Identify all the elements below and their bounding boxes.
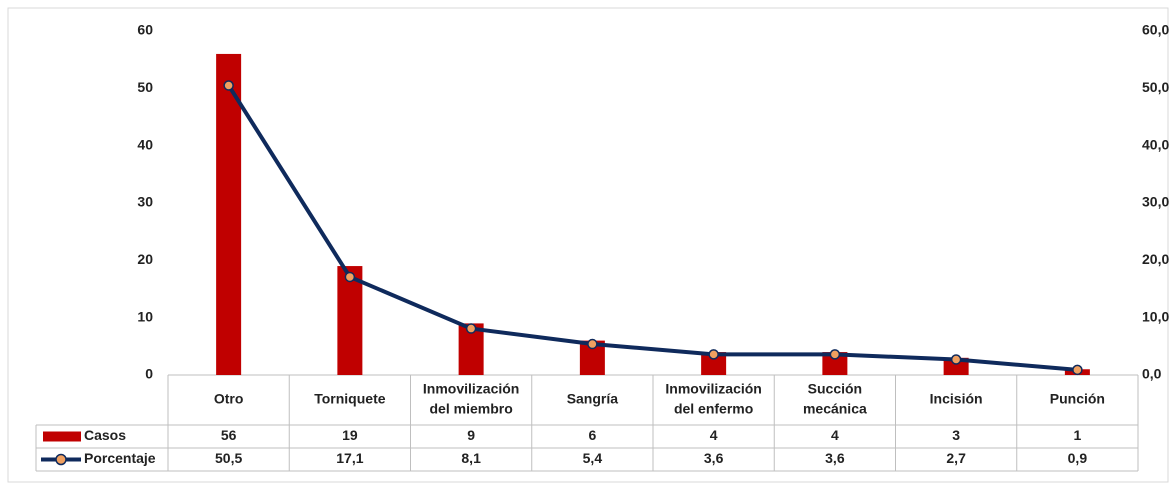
category-label: del miembro [430, 401, 513, 417]
table-cell-casos: 4 [831, 427, 839, 443]
y-tick-label: 30 [137, 194, 153, 210]
table-cell-porcentaje: 0,9 [1068, 450, 1088, 466]
legend-label-casos: Casos [84, 427, 126, 443]
y-axis-left: 0 10 20 30 40 50 60 [137, 22, 153, 382]
category-label: Torniquete [314, 391, 386, 407]
y-tick-label: 0 [145, 366, 153, 382]
point-porcentaje [950, 354, 962, 365]
data-table: Otro Torniquete Inmovilización del miembro S… [35, 374, 1139, 472]
point-porcentaje [344, 271, 356, 283]
legend-swatch-casos [43, 431, 81, 442]
y2-tick-label: 0,0 [1142, 366, 1162, 382]
category-label: Sangría [567, 391, 619, 407]
category-label: mecánica [803, 401, 867, 417]
bar-casos [943, 357, 969, 375]
table-cell-porcentaje: 2,7 [946, 450, 966, 466]
y2-tick-label: 60,0 [1142, 22, 1169, 38]
legend-marker-porcentaje [55, 453, 67, 466]
table-cell-casos: 56 [221, 427, 237, 443]
table-cell-porcentaje: 5,4 [583, 450, 603, 466]
table-cell-porcentaje: 3,6 [825, 450, 845, 466]
y-tick-label: 10 [137, 308, 153, 324]
y-tick-label: 40 [137, 136, 153, 152]
y-tick-label: 20 [137, 251, 153, 267]
category-label: Inmovilización [423, 381, 519, 397]
bar-casos [337, 266, 363, 375]
y-tick-label: 60 [137, 22, 153, 38]
table-cell-casos: 1 [1073, 427, 1081, 443]
point-porcentaje [708, 349, 719, 360]
bar-casos [216, 53, 242, 375]
point-porcentaje [1072, 364, 1083, 376]
y2-tick-label: 20,0 [1142, 251, 1169, 267]
y2-tick-label: 50,0 [1142, 79, 1169, 95]
category-label: Succión [808, 381, 862, 397]
bar-casos [701, 352, 727, 375]
category-label: del enfermo [674, 401, 753, 417]
table-cell-porcentaje: 8,1 [461, 450, 481, 466]
point-porcentaje [465, 323, 477, 334]
point-porcentaje [829, 349, 841, 360]
y2-tick-label: 30,0 [1142, 194, 1169, 210]
category-label: Otro [214, 391, 244, 407]
table-cell-casos: 4 [710, 427, 718, 443]
legend-label-porcentaje: Porcentaje [84, 450, 156, 466]
table-cell-porcentaje: 17,1 [336, 450, 363, 466]
category-label: Inmovilización [665, 381, 761, 397]
y-axis-right: 0,0 10,0 20,0 30,0 40,0 50,0 60,0 [1142, 22, 1169, 382]
bar-casos [822, 352, 848, 375]
line-series-porcentaje [223, 80, 1083, 376]
category-label: Incisión [930, 391, 983, 407]
y2-tick-label: 10,0 [1142, 308, 1169, 324]
bar-series-casos [216, 53, 1090, 375]
y2-tick-label: 40,0 [1142, 136, 1169, 152]
table-cell-casos: 19 [342, 427, 358, 443]
table-cell-casos: 3 [952, 427, 960, 443]
chart-frame [7, 7, 1169, 483]
line-porcentaje [226, 84, 1078, 372]
table-cell-porcentaje: 50,5 [215, 450, 242, 466]
table-cell-casos: 9 [467, 427, 475, 443]
y-tick-label: 50 [137, 79, 153, 95]
table-cell-casos: 6 [588, 427, 596, 443]
category-label: Punción [1050, 391, 1105, 407]
table-cell-porcentaje: 3,6 [704, 450, 724, 466]
point-porcentaje [587, 338, 598, 350]
point-porcentaje [223, 80, 234, 91]
